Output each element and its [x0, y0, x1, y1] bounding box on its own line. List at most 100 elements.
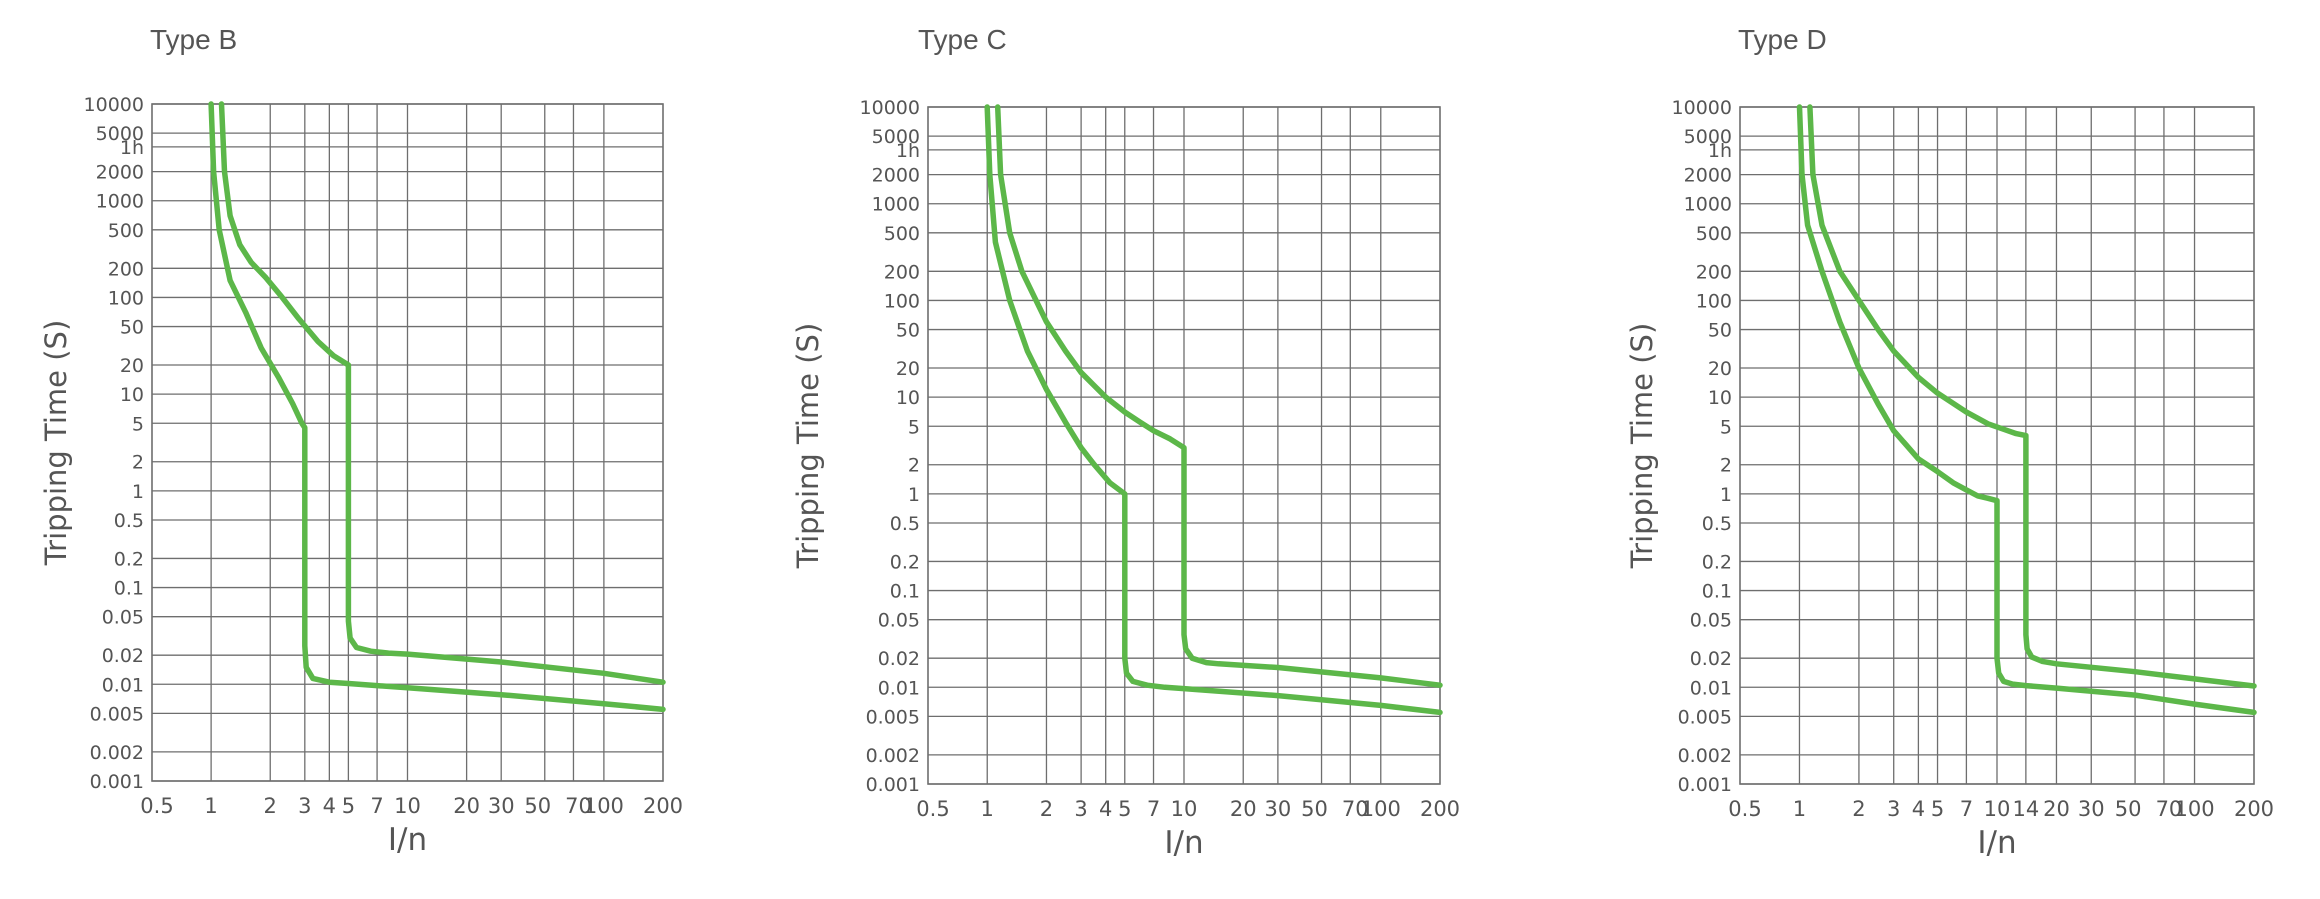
x-tick-label: 1 [981, 797, 994, 821]
y-tick-label: 0.002 [866, 745, 920, 767]
chart-title-type-c: Type C [918, 24, 1007, 55]
x-tick-label: 10 [1984, 797, 2011, 821]
y-axis-title: Tripping Time (S) [791, 323, 825, 570]
chart-title-type-d: Type D [1738, 24, 1827, 55]
y-tick-label: 20 [1708, 358, 1732, 380]
y-tick-label: 10 [896, 387, 920, 409]
y-tick-label: 2000 [872, 165, 920, 187]
y-tick-label: 0.005 [90, 703, 144, 725]
y-tick-label: 10 [1708, 387, 1732, 409]
y-tick-label: 5000 [872, 126, 920, 148]
y-tick-label: 0.01 [878, 677, 920, 699]
y-tick-label: 1000 [96, 191, 144, 213]
y-tick-label: 0.05 [102, 607, 144, 629]
x-tick-label: 30 [1265, 797, 1292, 821]
y-tick-label: 200 [884, 261, 920, 283]
x-tick-label: 50 [524, 794, 551, 818]
y-tick-label: 0.5 [890, 513, 920, 535]
lower-trip-curve [208, 101, 666, 713]
y-tick-label: 5 [1720, 416, 1732, 438]
y-axis-title: Tripping Time (S) [39, 320, 73, 567]
x-tick-label: 20 [2043, 797, 2070, 821]
y-tick-label: 2 [132, 452, 144, 474]
x-tick-label: 20 [453, 794, 480, 818]
x-tick-label: 200 [2234, 797, 2274, 821]
y-tick-label: 1 [132, 481, 144, 503]
y-tick-label: 500 [108, 220, 144, 242]
y-tick-label: 50 [896, 320, 920, 342]
x-tick-label: 7 [370, 794, 383, 818]
x-tick-label: 3 [1074, 797, 1087, 821]
y-tick-label: 0.1 [1702, 581, 1732, 603]
x-tick-label: 30 [2078, 797, 2105, 821]
x-tick-label: 1 [204, 794, 217, 818]
y-tick-label: 10 [120, 384, 144, 406]
x-tick-label: 10 [1171, 797, 1198, 821]
x-tick-label: 100 [584, 794, 624, 818]
x-tick-label: 70 [2156, 797, 2183, 821]
x-tick-label: 2 [1040, 797, 1053, 821]
x-tick-label: 0.5 [916, 797, 949, 821]
chart-title-type-b: Type B [150, 24, 238, 55]
y-tick-label: 0.01 [102, 674, 144, 696]
y-tick-label: 0.001 [1678, 774, 1732, 796]
y-tick-label: 2 [1720, 455, 1732, 477]
y-tick-label: 200 [108, 258, 144, 280]
x-tick-label: 200 [1420, 797, 1460, 821]
y-tick-label: 100 [108, 287, 144, 309]
y-tick-label: 1000 [1684, 194, 1732, 216]
y-tick-label: 5 [132, 413, 144, 435]
y-tick-label: 0.002 [1678, 745, 1732, 767]
upper-trip-curve [218, 101, 666, 685]
y-tick-label: 0.05 [878, 610, 920, 632]
y-tick-label: 1 [908, 484, 920, 506]
x-tick-label: 4 [1099, 797, 1112, 821]
x-tick-label: 70 [1342, 797, 1369, 821]
lower-trip-curve [1796, 104, 2257, 716]
y-tick-label: 5 [908, 416, 920, 438]
y-tick-label: 0.02 [102, 645, 144, 667]
y-tick-label: 0.1 [114, 578, 144, 600]
x-tick-label: 3 [1887, 797, 1900, 821]
y-tick-label: 10000 [84, 94, 144, 116]
y-axis-title: Tripping Time (S) [1625, 323, 1659, 570]
y-tick-label: 0.01 [1690, 677, 1732, 699]
x-tick-label: 70 [565, 794, 592, 818]
upper-trip-curve [994, 104, 1443, 688]
x-tick-label: 7 [1147, 797, 1160, 821]
y-tick-label: 500 [1696, 223, 1732, 245]
x-tick-label: 2 [264, 794, 277, 818]
y-tick-label: 20 [896, 358, 920, 380]
y-tick-label: 0.02 [878, 648, 920, 670]
y-tick-label: 50 [120, 317, 144, 339]
y-tick-label: 0.1 [890, 581, 920, 603]
y-tick-label: 0.2 [1702, 551, 1732, 573]
y-tick-label: 1h [120, 137, 144, 159]
y-tick-label: 2000 [1684, 165, 1732, 187]
y-tick-label: 1000 [872, 194, 920, 216]
x-tick-label: 5 [1931, 797, 1944, 821]
x-tick-label: 0.5 [1728, 797, 1761, 821]
x-tick-label: 200 [643, 794, 683, 818]
y-tick-label: 10000 [860, 97, 920, 119]
x-tick-label: 2 [1852, 797, 1865, 821]
y-tick-label: 0.02 [1690, 648, 1732, 670]
x-tick-label: 4 [1912, 797, 1925, 821]
x-tick-label: 20 [1230, 797, 1257, 821]
y-tick-label: 0.005 [866, 706, 920, 728]
y-tick-label: 1h [1708, 140, 1732, 162]
y-tick-label: 0.05 [1690, 610, 1732, 632]
x-tick-label: 3 [298, 794, 311, 818]
x-tick-label: 50 [2115, 797, 2142, 821]
y-tick-label: 1 [1720, 484, 1732, 506]
y-tick-label: 200 [1696, 261, 1732, 283]
y-tick-label: 5000 [96, 123, 144, 145]
y-tick-label: 0.5 [114, 510, 144, 532]
x-tick-label: 1 [1793, 797, 1806, 821]
y-tick-label: 1h [896, 140, 920, 162]
x-tick-label: 5 [342, 794, 355, 818]
y-tick-label: 2000 [96, 162, 144, 184]
y-tick-label: 10000 [1672, 97, 1732, 119]
